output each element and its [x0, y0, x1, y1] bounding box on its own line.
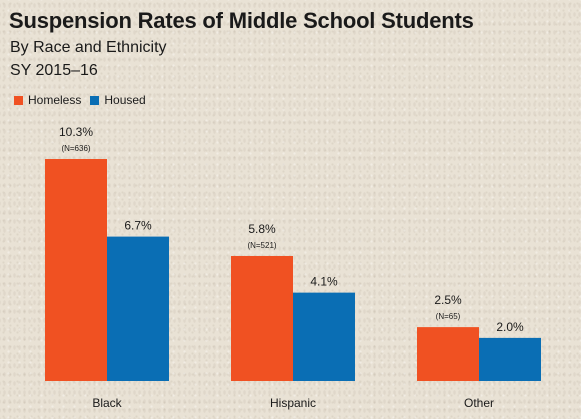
- chart-subtitle: By Race and Ethnicity: [10, 39, 167, 56]
- data-label-housed-other: 2.0%: [496, 320, 524, 334]
- bar-homeless-other: [417, 327, 479, 381]
- bar-housed-hispanic: [293, 292, 355, 381]
- chart-title: Suspension Rates of Middle School Studen…: [9, 8, 474, 33]
- legend-label-housed: Housed: [104, 93, 146, 107]
- x-tick-other: Other: [464, 396, 494, 410]
- bar-homeless-black: [45, 159, 107, 381]
- bar-housed-other: [479, 337, 541, 381]
- data-label-homeless-hispanic: 5.8%: [248, 222, 276, 236]
- legend-swatch-housed: [90, 95, 100, 105]
- n-label-homeless-other: (N=65): [436, 312, 461, 321]
- x-tick-black: Black: [92, 396, 122, 410]
- legend-item-housed: Housed: [90, 92, 146, 108]
- chart-period: SY 2015–16: [10, 62, 98, 79]
- data-label-homeless-other: 2.5%: [434, 293, 462, 307]
- n-label-homeless-black: (N=636): [61, 144, 90, 153]
- n-label-homeless-hispanic: (N=521): [247, 241, 276, 250]
- bar-homeless-hispanic: [231, 255, 293, 381]
- legend-swatch-homeless: [14, 95, 23, 105]
- chart-legend: Homeless Housed: [14, 92, 155, 108]
- data-label-housed-black: 6.7%: [124, 219, 152, 233]
- x-tick-hispanic: Hispanic: [270, 396, 316, 410]
- data-label-homeless-black: 10.3%: [59, 125, 93, 139]
- bar-housed-black: [107, 236, 169, 381]
- legend-item-homeless: Homeless: [14, 92, 81, 108]
- legend-label-homeless: Homeless: [28, 93, 82, 107]
- data-label-housed-hispanic: 4.1%: [310, 275, 338, 289]
